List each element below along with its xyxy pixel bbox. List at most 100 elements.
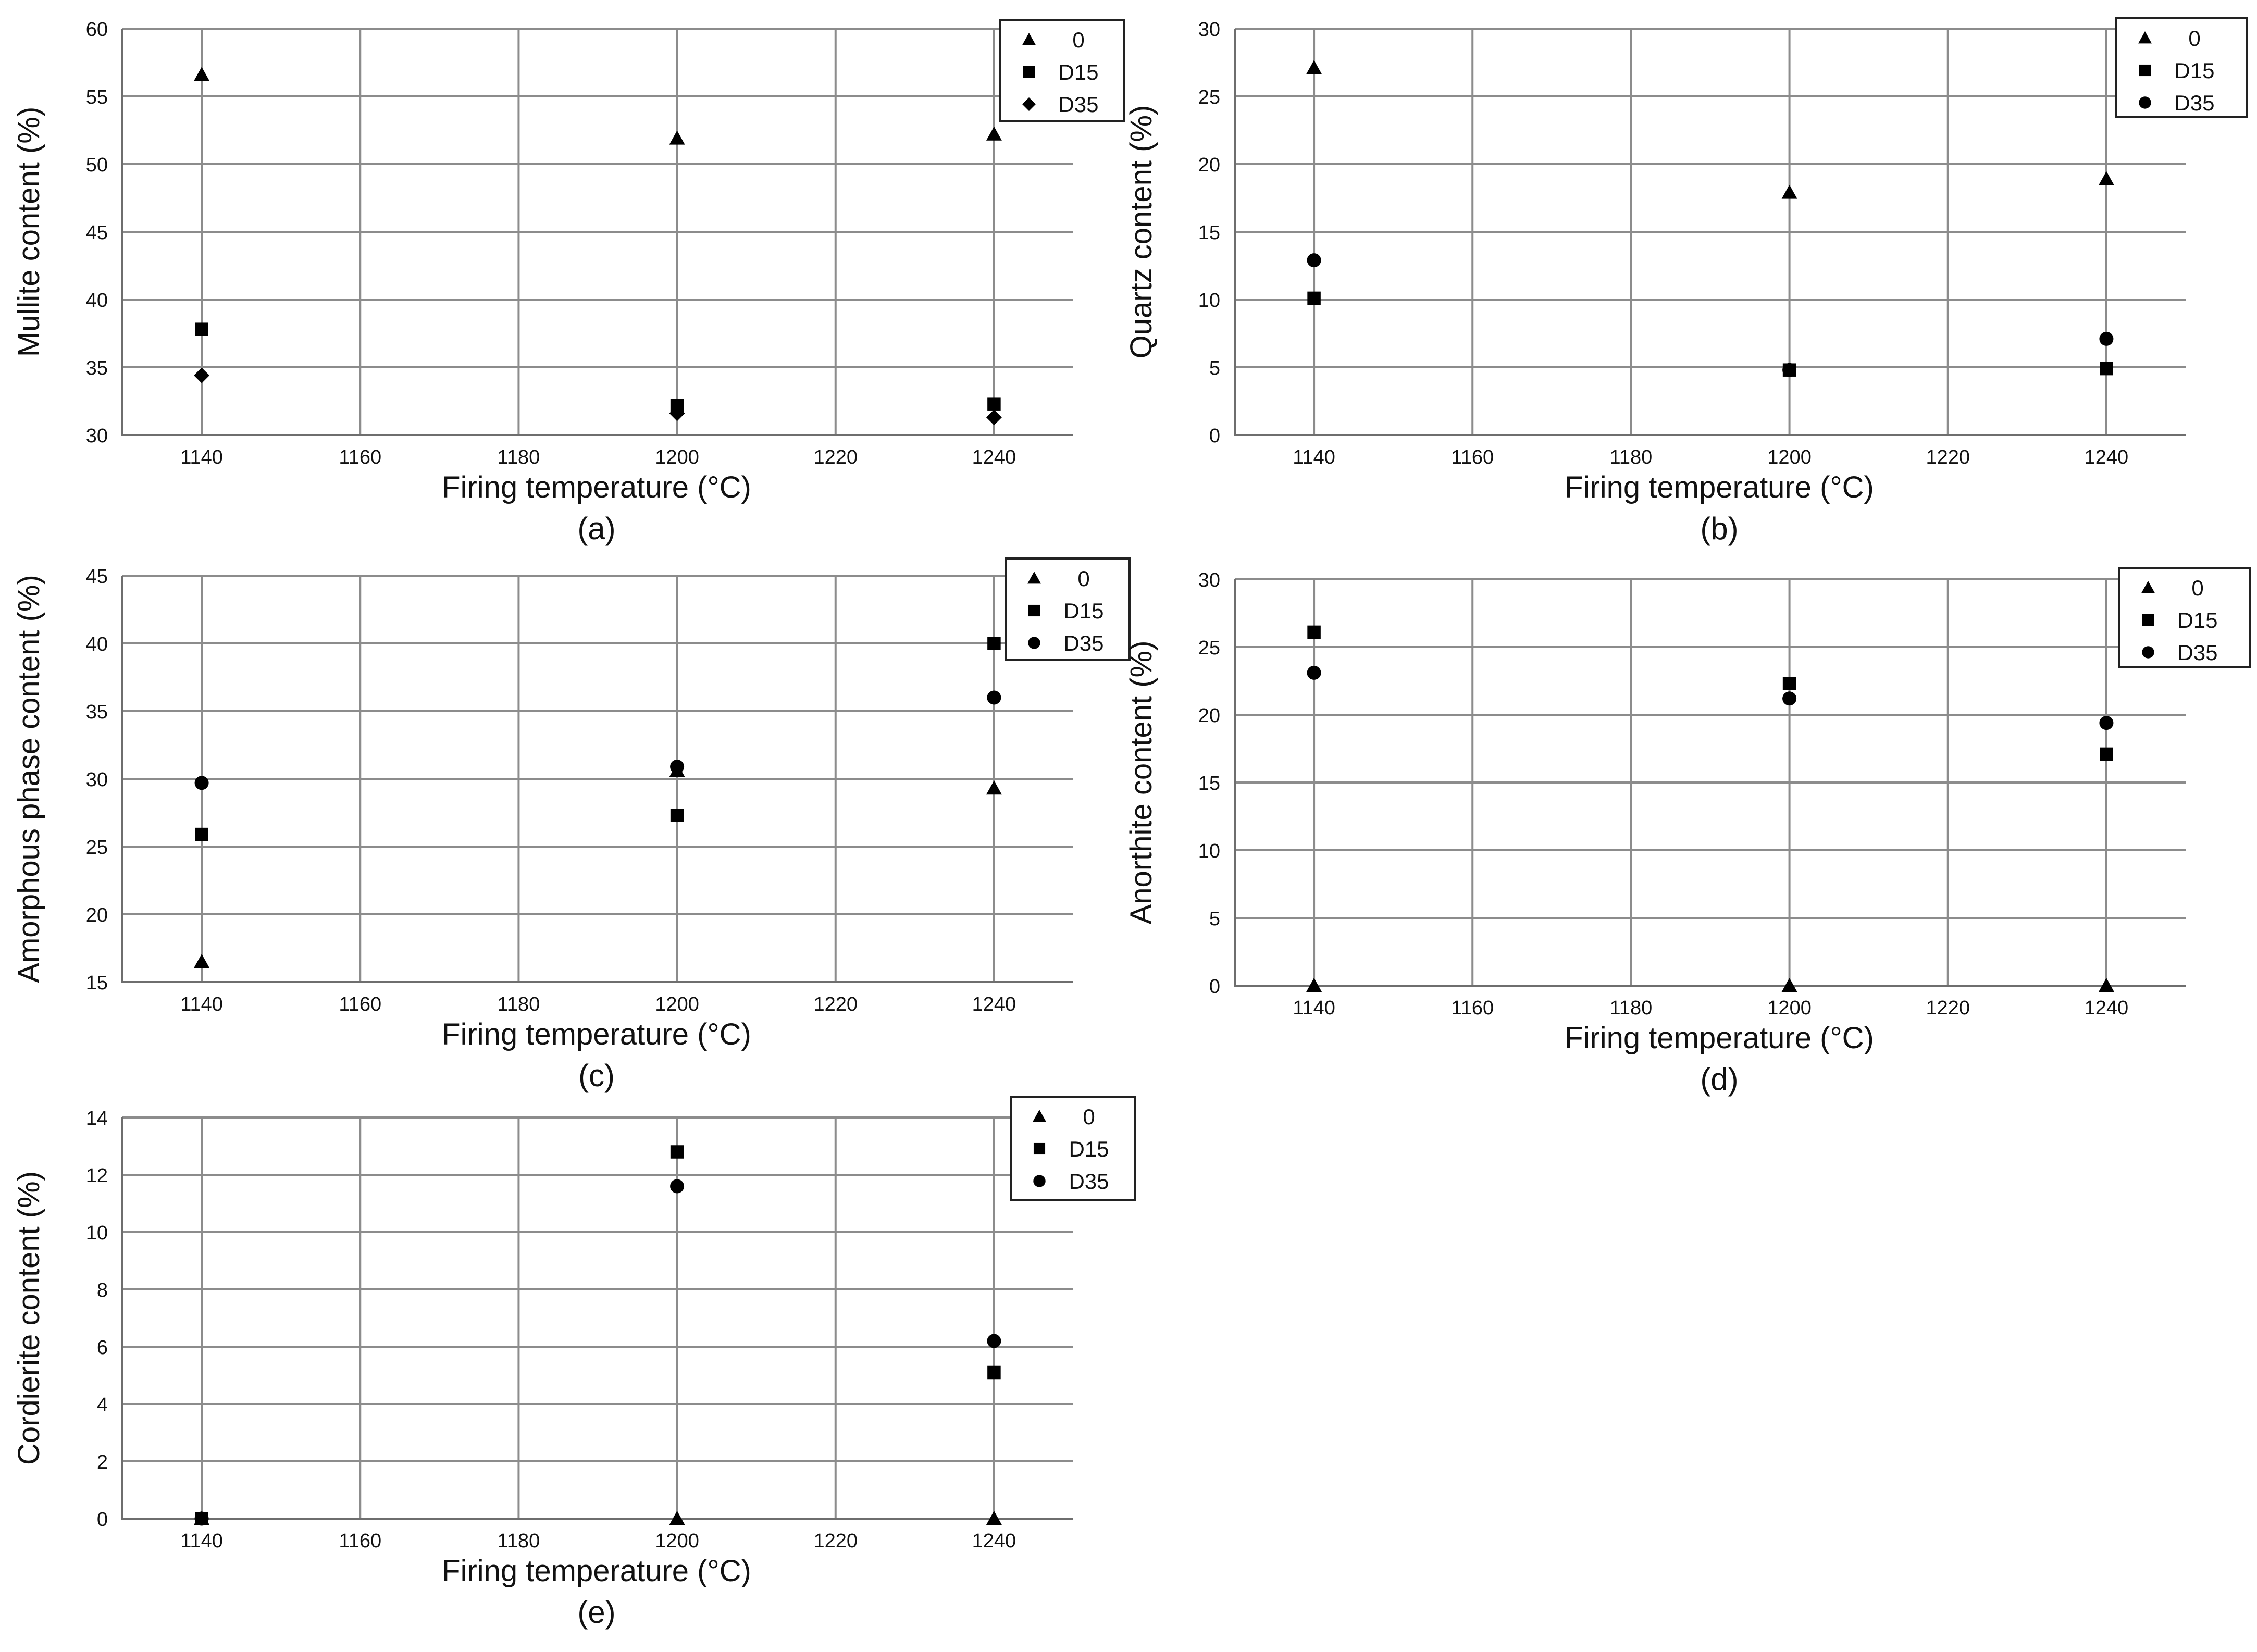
legend-entry: 0	[1072, 28, 1084, 52]
data-point-d35	[987, 1334, 1001, 1348]
legend-marker	[1023, 66, 1035, 78]
legend-entry: 0	[1077, 566, 1089, 591]
legend-entry: D15	[1058, 60, 1098, 84]
x-tick-label: 1160	[339, 446, 381, 468]
legend-box	[1005, 557, 1131, 661]
x-axis-title: Firing temperature (°C)	[1565, 470, 1874, 504]
data-point-d15	[1307, 291, 1321, 305]
legend-marker	[1033, 1142, 1046, 1155]
legend-box	[1010, 1096, 1136, 1201]
y-tick-label: 30	[86, 769, 108, 791]
data-point-zero	[669, 1511, 685, 1525]
y-axis-title: Quartz content (%)	[1124, 105, 1158, 359]
x-tick-label: 1180	[498, 993, 540, 1015]
y-tick-label: 6	[97, 1337, 108, 1359]
panel-a: 30 35 40 45 50 55 60 1140 1160 1180 1200 1220 1240 Fi…	[12, 19, 1125, 546]
data-point-d15	[2100, 747, 2113, 761]
data-point-d35	[669, 405, 685, 421]
x-tick-label: 1160	[339, 993, 381, 1015]
legend-box	[2118, 567, 2251, 668]
y-tick-label: 5	[1209, 908, 1220, 930]
x-tick-label: 1240	[2085, 446, 2129, 468]
y-tick-label: 5	[1209, 357, 1220, 379]
legend-marker	[2141, 581, 2155, 593]
x-tick-label: 1240	[972, 993, 1016, 1015]
data-point-zero	[1781, 978, 1797, 992]
x-tick-label: 1220	[813, 993, 858, 1015]
y-tick-label: 25	[1198, 637, 1220, 659]
y-tick-label: 10	[1198, 840, 1220, 862]
panel-label: (d)	[1700, 1062, 1738, 1097]
y-tick-label: 35	[86, 357, 108, 379]
data-point-d35	[1782, 363, 1797, 377]
data-point-d35	[194, 1511, 209, 1526]
panel-label: (c)	[578, 1058, 615, 1093]
data-point-zero	[194, 954, 210, 968]
panel-b: 0 5 10 15 20 25 30 1140 1160 1180 1200 1220 1240 Firi…	[1124, 17, 2248, 546]
y-tick-label: 40	[86, 634, 108, 655]
data-point-zero	[1306, 60, 1322, 74]
axis-frame	[1234, 579, 2186, 987]
legend-entry: D35	[2177, 640, 2217, 665]
legend-entry: D35	[2174, 91, 2214, 115]
y-tick-label: 20	[86, 904, 108, 926]
legend-entry: D35	[1058, 92, 1098, 117]
data-point-zero	[194, 67, 210, 81]
data-point-d35	[670, 1179, 685, 1194]
data-point-d15	[670, 1145, 684, 1159]
panel-c: 15 20 25 30 35 40 45 1140 1160 1180 1200 1220 1240 Fi…	[12, 557, 1131, 1093]
legend: 0 D15 D35	[999, 19, 1125, 122]
y-tick-label: 2	[97, 1451, 108, 1473]
y-tick-label: 50	[86, 154, 108, 176]
x-tick-label: 1140	[1293, 997, 1335, 1019]
data-point-zero	[986, 1511, 1002, 1525]
data-point-d35	[986, 409, 1002, 426]
data-point-d35	[194, 367, 210, 383]
y-tick-label: 0	[1209, 976, 1220, 998]
data-point-d15	[195, 827, 208, 841]
data-point-zero	[2098, 978, 2114, 992]
data-point-d15	[987, 637, 1001, 650]
y-tick-label: 30	[1198, 569, 1220, 591]
x-tick-label: 1200	[655, 1530, 699, 1552]
axis-frame	[121, 1117, 1073, 1520]
y-tick-label: 25	[86, 837, 108, 859]
legend-box	[2115, 17, 2248, 118]
y-tick-label: 30	[1198, 19, 1220, 41]
y-axis-title: Cordierite content (%)	[12, 1171, 46, 1465]
legend-entry: D35	[1063, 631, 1103, 655]
legend-marker	[2139, 64, 2151, 77]
legend-marker	[2142, 614, 2154, 626]
panel-label: (b)	[1700, 511, 1738, 546]
x-tick-label: 1180	[498, 446, 540, 468]
legend-entry: D15	[2174, 58, 2214, 83]
legend-marker	[1022, 33, 1036, 45]
data-point-zero	[986, 780, 1002, 795]
data-point-d35	[987, 690, 1001, 705]
y-axis-title: Mullite content (%)	[12, 107, 46, 357]
data-point-d15	[987, 1365, 1001, 1380]
panel-e: 0 2 4 6 8 10 12 14 1140 1160 1180 1200 1220 1240 Firin…	[12, 1096, 1136, 1630]
data-point-d35	[1307, 665, 1321, 680]
axis-frame	[121, 29, 1073, 436]
y-tick-label: 20	[1198, 154, 1220, 176]
data-point-d15	[670, 809, 684, 822]
legend: 0 D15 D35	[1005, 557, 1131, 661]
x-tick-label: 1220	[813, 446, 858, 468]
panel-d: 0 5 10 15 20 25 30 1140 1160 1180 1200 1220 1240 Firi…	[1124, 567, 2251, 1097]
x-tick-label: 1160	[1451, 446, 1494, 468]
legend-box	[999, 19, 1125, 122]
y-tick-label: 35	[86, 701, 108, 723]
y-axis-title: Anorthite content (%)	[1124, 641, 1158, 925]
y-tick-label: 12	[86, 1165, 108, 1187]
data-point-zero	[2098, 171, 2114, 185]
data-point-zero	[986, 126, 1002, 141]
x-tick-label: 1240	[2085, 997, 2129, 1019]
legend-marker	[1028, 604, 1040, 617]
data-point-d35	[2099, 331, 2114, 346]
x-tick-label: 1240	[972, 446, 1016, 468]
data-point-zero	[1306, 978, 1322, 992]
y-tick-label: 0	[97, 1509, 108, 1531]
legend-marker	[1022, 97, 1036, 111]
